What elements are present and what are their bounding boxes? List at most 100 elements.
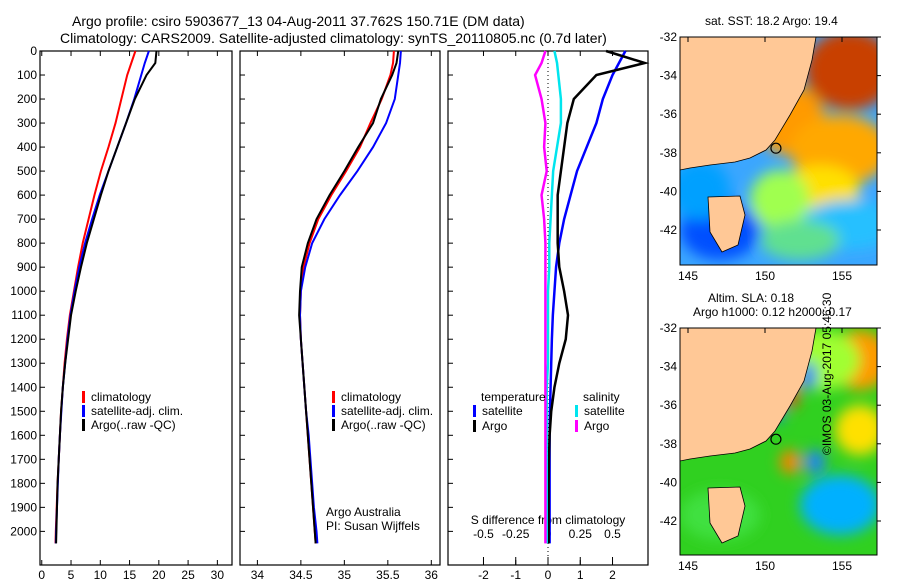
sst-map: 145 150 155 -32 -34 -36 -38 -40 -42 bbox=[660, 30, 881, 283]
lat-tick-label: -32 bbox=[660, 321, 678, 335]
series-salinity-satellite bbox=[545, 50, 563, 544]
x-tick-label: -1 bbox=[510, 568, 521, 580]
sla-map-title-1: Altim. SLA: 0.18 bbox=[708, 291, 795, 305]
profile-location-marker bbox=[770, 433, 782, 445]
lon-tick-label: 155 bbox=[832, 269, 852, 283]
field-blob bbox=[800, 475, 877, 535]
legend-entry: satellite bbox=[584, 404, 625, 418]
x-tick-label: 2 bbox=[609, 568, 616, 580]
x-tick-label: 5 bbox=[68, 568, 75, 580]
series-argo-raw-qc- bbox=[55, 50, 158, 544]
lat-tick-label: -40 bbox=[660, 184, 678, 198]
lon-tick-label: 150 bbox=[755, 269, 775, 283]
lon-tick-label: 145 bbox=[678, 269, 698, 283]
y-tick-label: 200 bbox=[17, 92, 37, 106]
legend-swatch bbox=[82, 391, 85, 403]
lat-tick-label: -40 bbox=[660, 475, 678, 489]
series-temperature-argo bbox=[547, 49, 650, 544]
field-blob bbox=[835, 405, 877, 455]
s-tick-label: 0.25 bbox=[569, 527, 593, 541]
y-tick-label: 2000 bbox=[10, 524, 37, 538]
land-mainland bbox=[680, 328, 817, 462]
y-tick-label: 1100 bbox=[11, 308, 37, 322]
legend-temperature-header: temperature bbox=[481, 390, 546, 404]
field-blob bbox=[805, 450, 825, 474]
series-argo-raw-qc- bbox=[298, 50, 400, 544]
series-satellite-adj-clim- bbox=[298, 50, 402, 544]
sst-map-field bbox=[680, 37, 877, 265]
legend-salinity-header: salinity bbox=[583, 390, 620, 404]
lon-tick-label: 145 bbox=[678, 559, 698, 573]
land-mainland bbox=[680, 37, 817, 171]
x-tick-label: 34 bbox=[251, 568, 265, 580]
legend-entry: Argo bbox=[584, 419, 610, 433]
legend-swatch bbox=[575, 420, 578, 432]
panel-2: -2-1012T difference from climatology-0.5… bbox=[447, 49, 650, 580]
y-tick-label: 500 bbox=[17, 164, 37, 178]
x-tick-label: 10 bbox=[94, 568, 108, 580]
field-blob bbox=[750, 170, 810, 230]
legend-swatch bbox=[332, 391, 335, 403]
lon-tick-label: 150 bbox=[755, 559, 775, 573]
annotation: PI: Susan Wijffels bbox=[326, 519, 420, 533]
lat-tick-label: -32 bbox=[660, 30, 678, 44]
legend-entry: satellite-adj. clim. bbox=[91, 404, 183, 418]
y-tick-label: 1800 bbox=[10, 476, 37, 490]
sst-map-title: sat. SST: 18.2 Argo: 19.4 bbox=[705, 14, 838, 28]
y-tick-label: 1400 bbox=[10, 380, 37, 394]
lon-tick-label: 155 bbox=[832, 559, 852, 573]
y-tick-label: 1600 bbox=[10, 428, 37, 442]
series-salinity-argo bbox=[533, 50, 548, 544]
map-frame bbox=[679, 36, 878, 266]
y-tick-label: 300 bbox=[17, 116, 37, 130]
s-tick-label: -0.5 bbox=[473, 527, 494, 541]
profile-location-marker bbox=[770, 142, 782, 154]
y-tick-label: 1000 bbox=[10, 284, 37, 298]
y-tick-label: 800 bbox=[17, 236, 37, 250]
legend-swatch bbox=[82, 405, 85, 417]
field-blob bbox=[760, 220, 840, 260]
series-climatology bbox=[298, 50, 395, 544]
land-tasmania bbox=[707, 195, 746, 253]
series-satellite-adj-clim- bbox=[54, 50, 150, 544]
legend-swatch bbox=[473, 420, 476, 432]
lat-tick-label: -36 bbox=[660, 107, 678, 121]
y-tick-label: 1500 bbox=[10, 404, 37, 418]
land-tasmania bbox=[707, 486, 746, 544]
y-tick-label: 400 bbox=[17, 140, 37, 154]
legend-swatch bbox=[332, 419, 335, 431]
panel-1: 3434.53535.536salinityclimatologysatelli… bbox=[239, 50, 441, 580]
plot-frame bbox=[239, 50, 441, 566]
legend-entry: Argo(..raw -QC) bbox=[91, 418, 176, 432]
x-tick-label: 25 bbox=[181, 568, 195, 580]
legend-entry: Argo(..raw -QC) bbox=[341, 418, 426, 432]
sla-map-title-2: Argo h1000: 0.12 h2000: 0.17 bbox=[693, 305, 852, 319]
x-tick-label: 30 bbox=[211, 568, 225, 580]
lat-tick-label: -42 bbox=[660, 223, 678, 237]
x-tick-label: 0 bbox=[545, 568, 552, 580]
legend-entry: satellite bbox=[482, 404, 523, 418]
field-blobs bbox=[680, 37, 877, 260]
x-tick-label: 20 bbox=[152, 568, 166, 580]
title-line-1: Argo profile: csiro 5903677_13 04-Aug-20… bbox=[72, 13, 525, 29]
y-tick-label: 1300 bbox=[10, 356, 37, 370]
legend-swatch bbox=[473, 405, 476, 417]
legend-swatch bbox=[575, 405, 578, 417]
x-tick-label: 35 bbox=[338, 568, 352, 580]
lat-tick-label: -34 bbox=[660, 69, 678, 83]
y-tick-label: 600 bbox=[17, 188, 37, 202]
legend-swatch bbox=[82, 419, 85, 431]
field-blob bbox=[780, 450, 800, 474]
sla-map-field bbox=[680, 328, 877, 555]
lat-tick-label: -36 bbox=[660, 398, 678, 412]
map-frame bbox=[679, 327, 878, 556]
sla-map: 145 150 155 -32 -34 -36 -38 -40 -42 bbox=[660, 321, 881, 573]
y-tick-label: 700 bbox=[17, 212, 37, 226]
x-tick-label: 1 bbox=[577, 568, 584, 580]
x-tick-label: -2 bbox=[478, 568, 489, 580]
s-tick-label: 0.5 bbox=[604, 527, 621, 541]
legend-entry: Argo bbox=[482, 419, 508, 433]
legend-entry: climatology bbox=[91, 390, 151, 404]
y-tick-label: 100 bbox=[17, 68, 37, 82]
